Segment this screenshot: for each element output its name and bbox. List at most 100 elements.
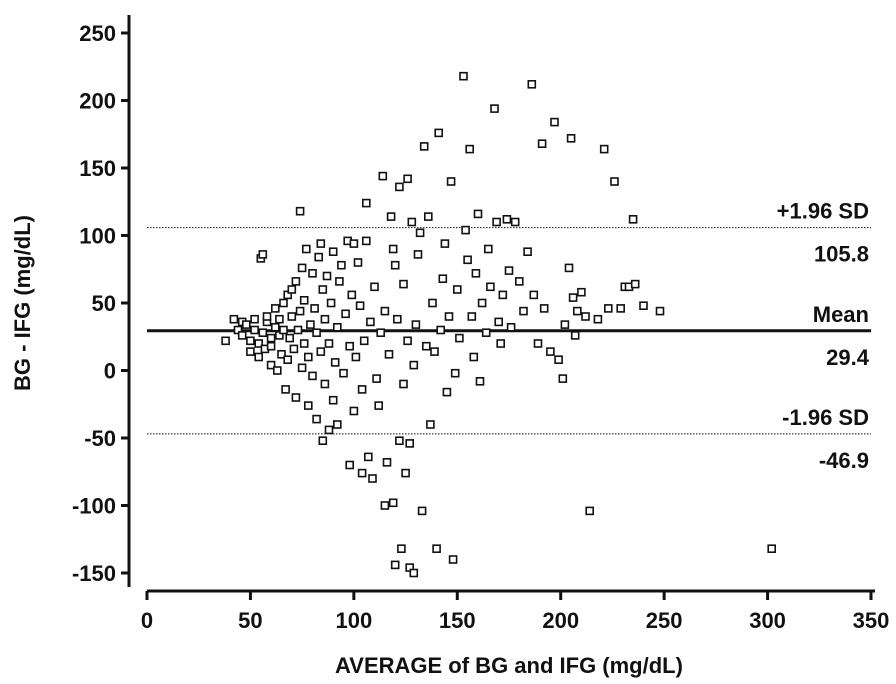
data-point [599, 144, 609, 154]
data-point [405, 439, 415, 448]
data-points [221, 71, 777, 578]
data-point [533, 339, 543, 348]
data-point [272, 366, 282, 375]
data-point [339, 368, 348, 378]
data-point [322, 271, 332, 281]
data-point [465, 144, 475, 154]
data-point [345, 341, 355, 351]
data-point [568, 293, 578, 302]
data-point [593, 314, 603, 324]
y-tick-label: 200 [79, 89, 116, 114]
data-point [347, 290, 357, 300]
data-point [492, 217, 501, 227]
data-point [221, 336, 230, 346]
data-point [630, 279, 640, 289]
data-point [237, 331, 247, 340]
data-point [395, 436, 404, 446]
data-point [376, 328, 386, 338]
y-tick-label: -100 [72, 494, 116, 519]
data-point [564, 263, 574, 273]
data-point [287, 285, 297, 294]
data-point [295, 306, 305, 316]
data-point [483, 244, 493, 254]
data-point [332, 420, 342, 429]
lower-line-label: -1.96 SD [782, 405, 869, 430]
data-point [506, 322, 516, 332]
data-point [655, 306, 665, 316]
data-point [581, 312, 590, 321]
data-point [448, 555, 458, 564]
data-point [399, 279, 408, 289]
y-axis-title: BG - IFG (mg/dL) [10, 215, 35, 391]
data-point [401, 468, 410, 478]
data-point [502, 215, 512, 224]
data-point [415, 228, 425, 238]
data-point [312, 328, 321, 338]
data-point [399, 379, 408, 389]
data-point [366, 317, 375, 327]
data-point [628, 215, 638, 224]
data-point [359, 336, 369, 346]
data-point [258, 328, 268, 338]
data-point [345, 460, 355, 470]
data-point [434, 128, 444, 138]
data-point [467, 312, 477, 321]
x-tick-label: 150 [439, 608, 476, 633]
data-point [328, 395, 338, 405]
data-point [560, 320, 570, 329]
data-point [378, 171, 388, 181]
data-point [527, 80, 537, 89]
data-point [426, 420, 435, 429]
data-point [279, 325, 288, 335]
data-point [270, 304, 280, 313]
x-tick-label: 300 [749, 608, 786, 633]
y-tick-label: -50 [84, 426, 116, 451]
data-point [446, 177, 456, 186]
data-point [357, 468, 367, 478]
upper-value-label: 105.8 [814, 242, 869, 267]
data-point [330, 358, 340, 367]
x-tick-label: 50 [238, 608, 262, 633]
data-point [409, 360, 419, 370]
data-point [603, 304, 613, 313]
data-point [316, 347, 326, 356]
x-axis-title: AVERAGE of BG and IFG (mg/dL) [335, 653, 683, 678]
data-point [444, 312, 454, 321]
axes-layer: -150 -100 -50 0 50 100 150 200 250 0 50 100 150 200 25… [72, 15, 889, 633]
x-tick-label: 100 [335, 608, 372, 633]
data-point [546, 347, 555, 356]
data-point [275, 314, 284, 324]
data-point [421, 341, 431, 351]
data-point [384, 349, 394, 359]
data-point [392, 314, 402, 324]
data-point [266, 341, 276, 351]
data-point [459, 71, 468, 81]
x-tick-label: 350 [853, 608, 890, 633]
data-point [324, 339, 334, 348]
data-point [242, 320, 251, 329]
data-point [428, 298, 437, 308]
data-point [250, 325, 259, 335]
data-point [461, 225, 470, 235]
data-point [341, 309, 350, 319]
data-point [285, 333, 295, 343]
data-point [496, 339, 506, 348]
data-point [297, 263, 307, 273]
data-point [306, 320, 315, 329]
data-point [351, 352, 361, 362]
data-point [353, 258, 363, 267]
data-point [299, 295, 309, 305]
x-tick-label: 250 [646, 608, 683, 633]
data-point [368, 474, 377, 483]
data-point [471, 268, 481, 278]
data-point [328, 247, 338, 256]
data-point [539, 304, 549, 313]
data-point [297, 363, 307, 373]
data-point [293, 325, 303, 335]
data-point [523, 247, 532, 256]
data-point [390, 560, 400, 570]
data-point [349, 406, 359, 416]
data-point [295, 206, 305, 216]
data-point [250, 314, 259, 324]
